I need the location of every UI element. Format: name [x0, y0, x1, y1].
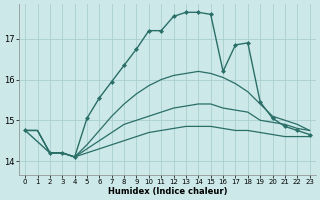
X-axis label: Humidex (Indice chaleur): Humidex (Indice chaleur) [108, 187, 227, 196]
